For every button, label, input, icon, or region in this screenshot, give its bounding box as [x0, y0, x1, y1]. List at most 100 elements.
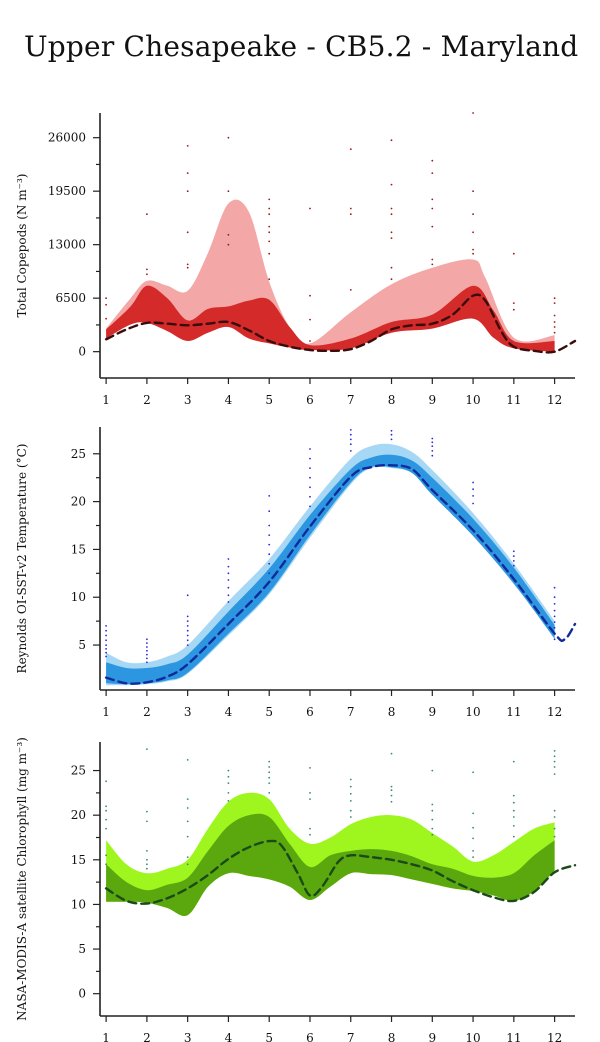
data-point [512, 252, 515, 255]
y-tick-label: 0 [78, 345, 86, 359]
data-point [472, 112, 474, 114]
y-axis-title: Total Copepods (N m⁻³) [15, 174, 29, 318]
data-point [227, 190, 230, 193]
data-point [431, 454, 434, 457]
data-point [268, 562, 271, 565]
data-point [512, 308, 515, 311]
data-point [186, 798, 189, 800]
page-title: Upper Chesapeake - CB5.2 - Maryland [24, 30, 579, 63]
data-point [186, 594, 189, 597]
data-point [431, 225, 434, 228]
data-point [431, 441, 434, 444]
data-point [227, 572, 230, 575]
data-point [227, 782, 230, 784]
data-point [146, 863, 148, 866]
x-tick-label: 9 [428, 1031, 436, 1042]
data-point [105, 827, 107, 830]
data-point [309, 833, 311, 836]
data-point [553, 586, 556, 589]
data-point [553, 321, 556, 323]
data-point [268, 278, 271, 281]
x-tick-label: 4 [225, 705, 233, 719]
data-point [186, 625, 189, 627]
data-point [431, 769, 434, 772]
data-point [309, 495, 311, 498]
data-point [349, 289, 352, 291]
x-tick-label: 2 [143, 393, 151, 407]
y-tick-label: 10 [71, 590, 86, 604]
data-point [186, 856, 189, 858]
y-tick-label: 6500 [55, 291, 86, 305]
data-point [105, 863, 107, 866]
x-tick-label: 3 [184, 1031, 192, 1042]
y-tick-label: 26000 [48, 131, 86, 145]
y-tick-label: 25 [71, 447, 86, 461]
data-point [390, 752, 393, 755]
data-point [309, 798, 311, 800]
data-point [268, 225, 271, 228]
data-point [512, 816, 515, 818]
x-tick-label: 1 [102, 1031, 110, 1042]
data-point [553, 750, 556, 752]
data-point [146, 649, 148, 652]
data-point [390, 789, 393, 792]
data-point [512, 809, 515, 812]
data-point [553, 314, 556, 317]
data-point [186, 263, 189, 266]
data-point [431, 437, 434, 440]
data-point [186, 615, 189, 618]
data-point [553, 809, 556, 812]
data-point [268, 543, 271, 546]
data-point [472, 826, 474, 829]
data-point [105, 655, 107, 658]
data-point [390, 278, 393, 281]
data-point [472, 248, 474, 251]
data-point [146, 268, 148, 271]
data-point [105, 780, 107, 783]
data-point [186, 807, 189, 809]
data-point [349, 800, 352, 802]
data-point [186, 863, 189, 866]
x-tick-label: 11 [506, 393, 521, 407]
data-point [146, 661, 148, 664]
data-point [431, 803, 434, 806]
data-point [105, 297, 107, 300]
data-point [268, 252, 271, 255]
data-point [431, 207, 434, 210]
data-point [472, 812, 474, 815]
data-point [309, 505, 311, 508]
x-tick-label: 2 [143, 1031, 151, 1042]
data-point [146, 642, 148, 644]
data-point [553, 603, 556, 605]
data-point [512, 801, 515, 804]
data-point [227, 792, 230, 794]
data-point [105, 639, 107, 642]
data-point [268, 572, 271, 575]
data-point [105, 809, 107, 812]
data-point [512, 794, 515, 797]
data-point [390, 794, 393, 797]
data-point [431, 445, 434, 447]
data-point [553, 638, 556, 641]
data-point [553, 615, 556, 618]
data-point [268, 240, 271, 243]
data-point [268, 510, 271, 513]
data-point [349, 213, 352, 216]
data-point [186, 644, 189, 646]
data-point [349, 785, 352, 788]
data-point [431, 833, 434, 836]
data-point [349, 433, 352, 436]
data-point [349, 429, 352, 431]
data-point [146, 657, 148, 660]
x-tick-label: 6 [306, 1031, 314, 1042]
data-point [268, 782, 271, 784]
data-point [390, 213, 393, 216]
y-tick-label: 20 [71, 808, 86, 822]
data-point [472, 231, 474, 234]
median-line [104, 463, 577, 685]
data-points [105, 429, 556, 664]
data-point [227, 800, 230, 802]
data-point [431, 159, 434, 162]
data-point [268, 792, 271, 794]
